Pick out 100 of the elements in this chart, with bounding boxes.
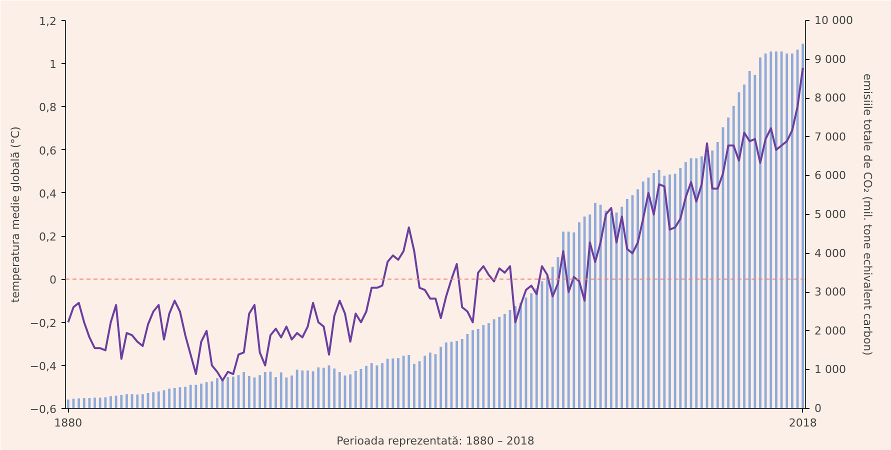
bar (492, 319, 496, 408)
y2-tick-label: 10 000 (814, 14, 853, 27)
bar (424, 356, 426, 408)
bar (519, 302, 522, 408)
bar (317, 367, 320, 408)
bar (397, 358, 400, 408)
bar (790, 53, 794, 408)
y2-tick-label: 3 000 (814, 286, 846, 299)
bar (668, 174, 671, 408)
bar (636, 189, 639, 408)
bar (488, 323, 490, 408)
bar (296, 370, 298, 408)
y-tick-label: 0,6 (39, 144, 57, 158)
bar (604, 210, 608, 408)
bar (226, 377, 230, 408)
bar (248, 376, 250, 408)
y-tick-label: −0,6 (30, 403, 57, 416)
bar (652, 172, 655, 408)
line-series (67, 66, 804, 382)
bar (583, 216, 586, 408)
bar (386, 358, 389, 408)
y2-tick-label: 4 000 (814, 246, 846, 260)
bar (333, 368, 336, 408)
bar (482, 325, 485, 408)
bar (695, 158, 698, 408)
y-tick-label: 1,2 (39, 15, 57, 28)
y2-tick-label: 9 000 (814, 52, 846, 66)
y-axis-title: temperatura medie globală (°C) (8, 126, 22, 303)
bar (572, 232, 576, 408)
bar (94, 398, 96, 408)
bar (658, 170, 660, 408)
y2-tick-label: 1 000 (814, 363, 846, 376)
bar (370, 363, 373, 408)
bar (114, 396, 118, 408)
bar (152, 392, 155, 408)
bar (770, 52, 772, 408)
bar (354, 370, 357, 408)
bar (786, 53, 788, 408)
y2-tick-label: 6 000 (814, 169, 846, 182)
bar (663, 176, 666, 408)
bar (126, 394, 128, 408)
bar (98, 398, 102, 408)
bar (727, 118, 730, 408)
bar (551, 266, 554, 408)
bar (802, 44, 804, 408)
bar (280, 372, 282, 408)
bar (679, 168, 682, 408)
x-tick-label: 2018 (788, 416, 817, 430)
bar (504, 314, 506, 408)
y-tick-label: −0,4 (30, 360, 57, 373)
bar (157, 391, 160, 408)
bar (322, 368, 325, 408)
bar (120, 394, 123, 408)
bar (402, 356, 405, 408)
bar (264, 372, 266, 408)
bar (338, 372, 341, 408)
bar (104, 397, 107, 408)
bar (498, 316, 501, 408)
bar (674, 174, 676, 408)
bar (578, 222, 580, 408)
bar (428, 352, 432, 408)
bar (594, 202, 596, 408)
bar (136, 394, 139, 408)
bar (285, 377, 288, 408)
y-tick-label: −0,2 (30, 316, 57, 330)
bar (312, 371, 314, 408)
bar (472, 330, 474, 408)
bar (306, 370, 309, 408)
y2-tick-label: 0 (814, 402, 822, 415)
bar (173, 388, 176, 408)
bar (184, 386, 186, 408)
bar (716, 142, 719, 408)
bar (460, 339, 464, 408)
bar (610, 212, 612, 408)
bar (194, 384, 198, 408)
bar (290, 376, 293, 408)
bar (189, 384, 192, 408)
bar (200, 384, 202, 408)
y-tick-label: 1 (50, 58, 56, 72)
bar (301, 370, 304, 408)
y2-tick-label: 7 000 (814, 130, 846, 144)
x-axis-title: Perioada reprezentată: 1880 – 2018 (336, 434, 534, 448)
bar (392, 358, 394, 408)
bar (205, 382, 208, 408)
bar (274, 377, 277, 408)
bar (381, 363, 384, 408)
y-tick-label: 0,2 (39, 230, 57, 244)
bar (642, 182, 644, 408)
bar (82, 398, 86, 408)
bar (743, 84, 746, 408)
bar (376, 365, 378, 408)
y2-tick-label: 8 000 (814, 92, 846, 105)
bar (456, 340, 458, 408)
y-tick-label: 0 (50, 274, 56, 287)
y-tick-label: 0,4 (39, 187, 57, 200)
bar (413, 364, 416, 408)
y2-axis-title: emisiile totale de CO₂ (mil. tone echivalent carbon) (860, 74, 874, 356)
bar (732, 106, 735, 408)
bar (620, 206, 624, 408)
bar (711, 150, 714, 408)
